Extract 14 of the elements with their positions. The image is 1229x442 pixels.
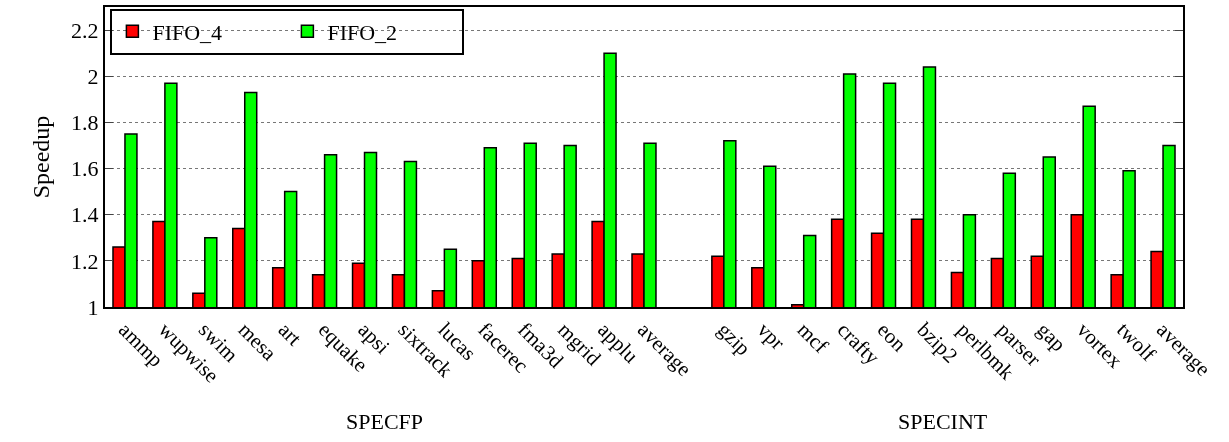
y-tick-label: 2.2 — [71, 17, 99, 43]
y-axis-title: Speedup — [27, 115, 54, 199]
legend-label: FIFO_4 — [152, 19, 223, 45]
y-tick-label: 1 — [87, 294, 99, 320]
legend-label: FIFO_2 — [327, 19, 398, 45]
x-tick-label: art — [273, 317, 307, 351]
y-tick-label: 1.4 — [71, 202, 99, 228]
y-tick-label: 1.8 — [71, 110, 99, 136]
x-tick-label: mcf — [792, 317, 833, 358]
y-tick-label: 1.6 — [71, 156, 99, 182]
text: SPECINT — [898, 409, 988, 434]
text: SPECFP — [346, 409, 424, 434]
y-tick-label: 1.2 — [71, 248, 99, 274]
y-tick-label: 2 — [87, 63, 99, 89]
